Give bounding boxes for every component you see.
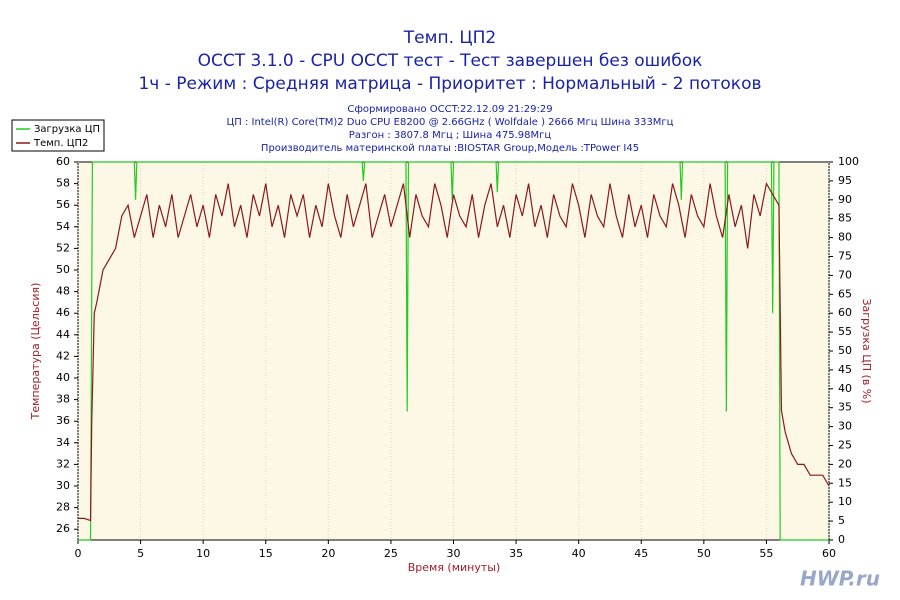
x-axis-label: Время (минуты) [408,561,501,574]
y2-tick-label: 45 [838,363,852,376]
y-tick-label: 44 [56,328,70,341]
series-line [78,181,830,522]
chart-title: Темп. ЦП2 [403,28,496,48]
y2-tick-label: 20 [838,457,852,470]
series-line [78,161,829,541]
y2-tick-label: 90 [838,193,852,206]
legend-label: Темп. ЦП2 [33,138,88,149]
x-tick-label: 45 [634,547,648,560]
y-tick-label: 52 [56,241,70,254]
y-tick-label: 26 [56,522,70,535]
y2-tick-label: 95 [838,174,852,187]
y-tick-label: 60 [56,155,70,168]
y-tick-label: 32 [56,457,70,470]
y2-tick-label: 85 [838,212,852,225]
subtitle: Сформировано OCCT:22.12.09 21:29:29 [347,104,552,115]
x-tick-label: 0 [75,547,82,560]
x-tick-label: 10 [196,547,210,560]
y-tick-label: 38 [56,393,70,406]
subtitle: ЦП : Intel(R) Core(TM)2 Duo CPU E8200 @ … [226,117,673,128]
y-tick-label: 36 [56,414,70,427]
y-tick-label: 56 [56,198,70,211]
x-tick-label: 35 [509,547,523,560]
subtitle: Разгон : 3807.8 Мгц ; Шина 475.98Мгц [349,130,552,141]
y2-tick-label: 75 [838,250,852,263]
y-tick-label: 40 [56,371,70,384]
y-tick-label: 28 [56,501,70,514]
y2-tick-label: 15 [838,476,852,489]
y-tick-label: 50 [56,263,70,276]
y2-tick-label: 80 [838,231,852,244]
y2-tick-label: 10 [838,495,852,508]
x-tick-label: 20 [321,547,335,560]
y-tick-label: 30 [56,479,70,492]
y2-tick-label: 50 [838,344,852,357]
y-tick-label: 46 [56,306,70,319]
y2-tick-label: 65 [838,287,852,300]
y2-tick-label: 0 [838,533,845,546]
watermark: HWP.ru [800,567,880,591]
x-tick-label: 40 [572,547,586,560]
chart-title: 1ч - Режим : Средняя матрица - Приоритет… [138,74,761,94]
y2-tick-label: 55 [838,325,852,338]
y2-tick-label: 25 [838,439,852,452]
x-tick-label: 25 [384,547,398,560]
x-tick-label: 15 [259,547,273,560]
y2-tick-label: 30 [838,420,852,433]
y-tick-label: 48 [56,285,70,298]
y-tick-label: 58 [56,177,70,190]
y2-tick-label: 100 [838,155,859,168]
y2-tick-label: 35 [838,401,852,414]
y2-tick-label: 40 [838,382,852,395]
x-tick-label: 55 [759,547,773,560]
y-tick-label: 54 [56,220,70,233]
legend [11,119,105,152]
y2-tick-label: 60 [838,306,852,319]
x-tick-label: 50 [697,547,711,560]
x-tick-label: 30 [447,547,461,560]
subtitle: Производитель материнской платы :BIOSTAR… [261,143,639,154]
y2-tick-label: 70 [838,268,852,281]
legend-label: Загрузка ЦП [34,124,100,135]
y-axis-label: Температура (Цельсия) [29,283,42,421]
y-tick-label: 34 [56,436,70,449]
y-tick-label: 42 [56,349,70,362]
chart-title: OCCT 3.1.0 - CPU OCCT тест - Тест заверш… [198,51,703,71]
y2-tick-label: 5 [838,514,845,527]
y2-axis-label: Загрузка ЦП (в %) [860,298,873,403]
x-tick-label: 5 [137,547,144,560]
x-tick-label: 60 [822,547,836,560]
